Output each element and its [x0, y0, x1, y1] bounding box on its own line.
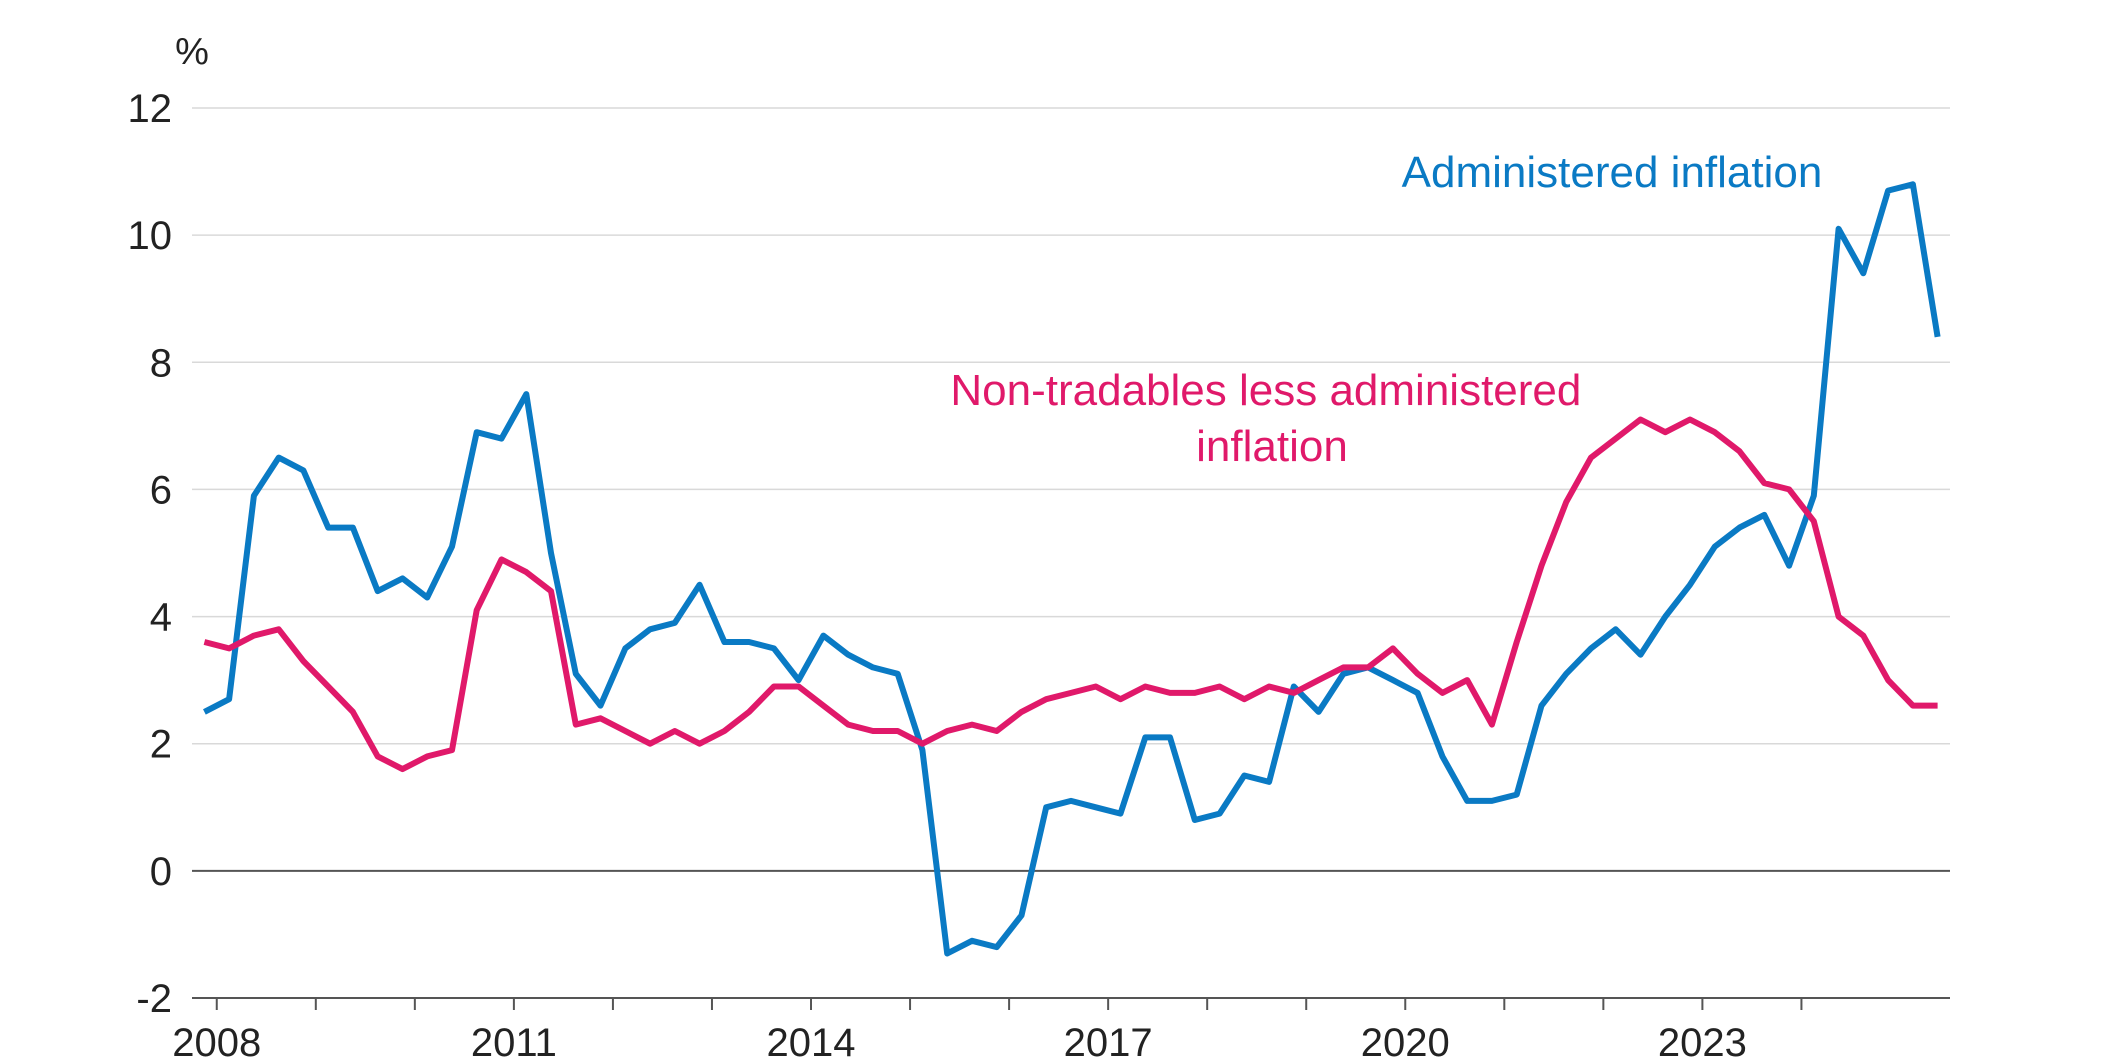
y-tick-label-2: 2 [150, 723, 172, 767]
y-tick-label-6: 6 [150, 468, 172, 512]
y-tick-label-8: 8 [150, 341, 172, 385]
x-tick-label-2008: 2008 [172, 1021, 261, 1059]
y-axis-unit-label: % [175, 31, 209, 73]
x-tick-label-2014: 2014 [767, 1021, 856, 1059]
x-tick-label-2020: 2020 [1361, 1021, 1450, 1059]
y-tick-label-12: 12 [128, 87, 173, 131]
series-lines [203, 181, 1941, 957]
series-label-non-tradables-line-1: Non-tradables less administered [950, 366, 1581, 415]
y-tick-label-0: 0 [150, 850, 172, 894]
series-line-non-tradables-less-administered-inflation [203, 416, 1938, 773]
y-tick-label-4: 4 [150, 596, 172, 640]
series-label-non-tradables: Non-tradables less administered inflatio… [950, 366, 1593, 471]
series-label-administered-inflation: Administered inflation [1402, 148, 1823, 197]
gridlines [192, 107, 1950, 999]
series-label-non-tradables-line-2: inflation [1196, 422, 1348, 471]
x-tick-label-2011: 2011 [471, 1021, 557, 1059]
y-tick-label--2: -2 [136, 977, 172, 1021]
x-tick-label-2017: 2017 [1064, 1021, 1153, 1059]
series-label-administered-line-1: Administered inflation [1402, 148, 1823, 197]
x-tick-label-2023: 2023 [1658, 1021, 1747, 1059]
series-line-administered-inflation [203, 181, 1941, 957]
y-tick-label-10: 10 [128, 214, 173, 258]
axes: -2 0 2 4 6 8 10 12 2008 2011 2014 2017 2020 2023 [128, 87, 1950, 1059]
